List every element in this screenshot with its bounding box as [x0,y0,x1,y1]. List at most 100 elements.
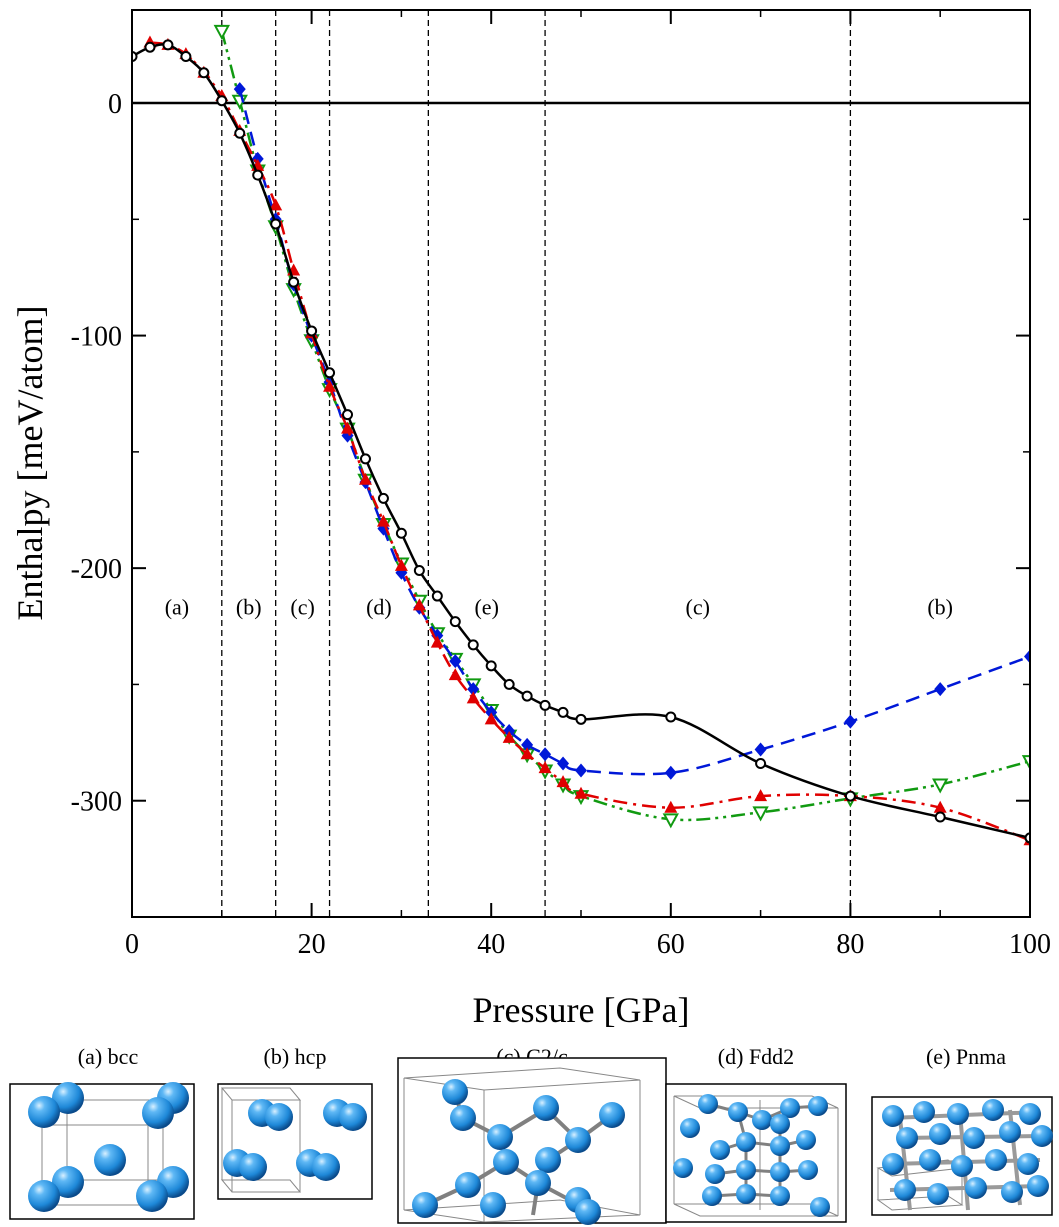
series-line [149,41,1030,842]
data-point [466,691,480,704]
data-point [377,492,389,504]
data-point [484,712,498,725]
series-series_d [213,24,1030,829]
data-point [752,806,769,822]
x-tick-label: 0 [125,929,139,960]
region-label: (d) [366,595,392,620]
hcp-structure-icon [217,1083,373,1200]
series-series_b [143,35,1030,846]
data-point [539,747,552,762]
data-point [754,742,767,757]
region-label: (c) [686,595,710,620]
data-point [412,598,426,611]
data-point [664,765,677,780]
x-tick-label: 40 [477,929,505,960]
y-tick-label: -300 [71,787,122,818]
phase-boundaries [132,10,1030,917]
data-point [556,775,570,788]
structure-title-hcp: (b) hcp [264,1044,327,1069]
data-point [754,789,768,802]
data-point [844,790,856,802]
y-tick-label: -200 [71,554,122,585]
data-point [1024,832,1030,844]
data-point [934,682,947,697]
data-point [557,706,569,718]
data-point [341,421,355,434]
data-point [521,737,534,752]
series-series_a [132,39,1030,844]
structure-title-fdd2: (d) Fdd2 [718,1044,794,1069]
region-label: (c) [290,595,314,620]
structure-title-pnma: (e) Pnma [926,1044,1006,1069]
data-point [180,51,192,63]
data-point [431,590,443,602]
x-tick-label: 60 [657,929,685,960]
data-point [575,713,587,725]
c2c-structure-icon [397,1057,667,1225]
data-point [1024,649,1030,664]
pnma-structure-icon [871,1096,1053,1216]
data-point [269,198,283,211]
data-point [323,379,337,392]
y-axis-label: Enthalpy [meV/atom] [10,306,50,621]
data-point [502,730,516,743]
x-tick-label: 80 [836,929,864,960]
data-point [376,514,390,527]
data-point [234,127,246,139]
region-label: (a) [165,595,189,620]
data-point [231,94,248,110]
data-point [933,800,947,813]
data-point [467,639,479,651]
data-point [198,67,210,79]
series-line [238,88,1030,776]
data-point [664,800,678,813]
data-point [449,616,461,628]
data-point [448,668,462,681]
data-point [162,39,174,51]
y-tick-label: -100 [71,322,122,353]
data-point [520,747,534,760]
fdd2-structure-icon [665,1083,847,1223]
data-point [539,699,551,711]
data-point [324,367,336,379]
data-point [233,82,246,97]
region-labels: (a) (b) (c) (d) (e) (c) (b) [165,595,953,620]
region-label: (e) [474,595,498,620]
data-point [449,654,462,669]
data-point [270,218,282,230]
region-label: (b) [927,595,953,620]
data-point [413,564,425,576]
axis-ticks: 0 20 40 60 80 100 0 -100 -200 -300 [71,10,1051,960]
data-point [934,811,946,823]
data-point [216,95,228,107]
data-point [665,711,677,723]
data-point [252,169,264,181]
data-point [288,276,300,288]
data-point [844,714,857,729]
data-point [467,682,480,697]
y-tick-label: 0 [108,89,122,120]
data-point [430,635,444,648]
data-point [521,690,533,702]
data-point [557,756,570,771]
crystal-structures: (a) bcc (b) hcp (c) C2/c (d) Fdd2 (e) Pn… [9,1044,1053,1225]
bcc-structure-icon [9,1082,195,1220]
data-point [306,325,318,337]
data-point [503,678,515,690]
data-point [358,472,372,485]
data-point [359,453,371,465]
data-point [1021,755,1030,771]
data-point [485,660,497,672]
data-point [755,758,767,770]
data-point [932,778,949,794]
data-point [144,41,156,53]
data-point [394,558,408,571]
data-point [575,763,587,778]
data-point [662,813,679,829]
structure-title-bcc: (a) bcc [78,1044,139,1069]
data-point [132,51,138,63]
data-point [538,761,552,774]
data-point [574,786,588,799]
data-series [132,24,1030,846]
